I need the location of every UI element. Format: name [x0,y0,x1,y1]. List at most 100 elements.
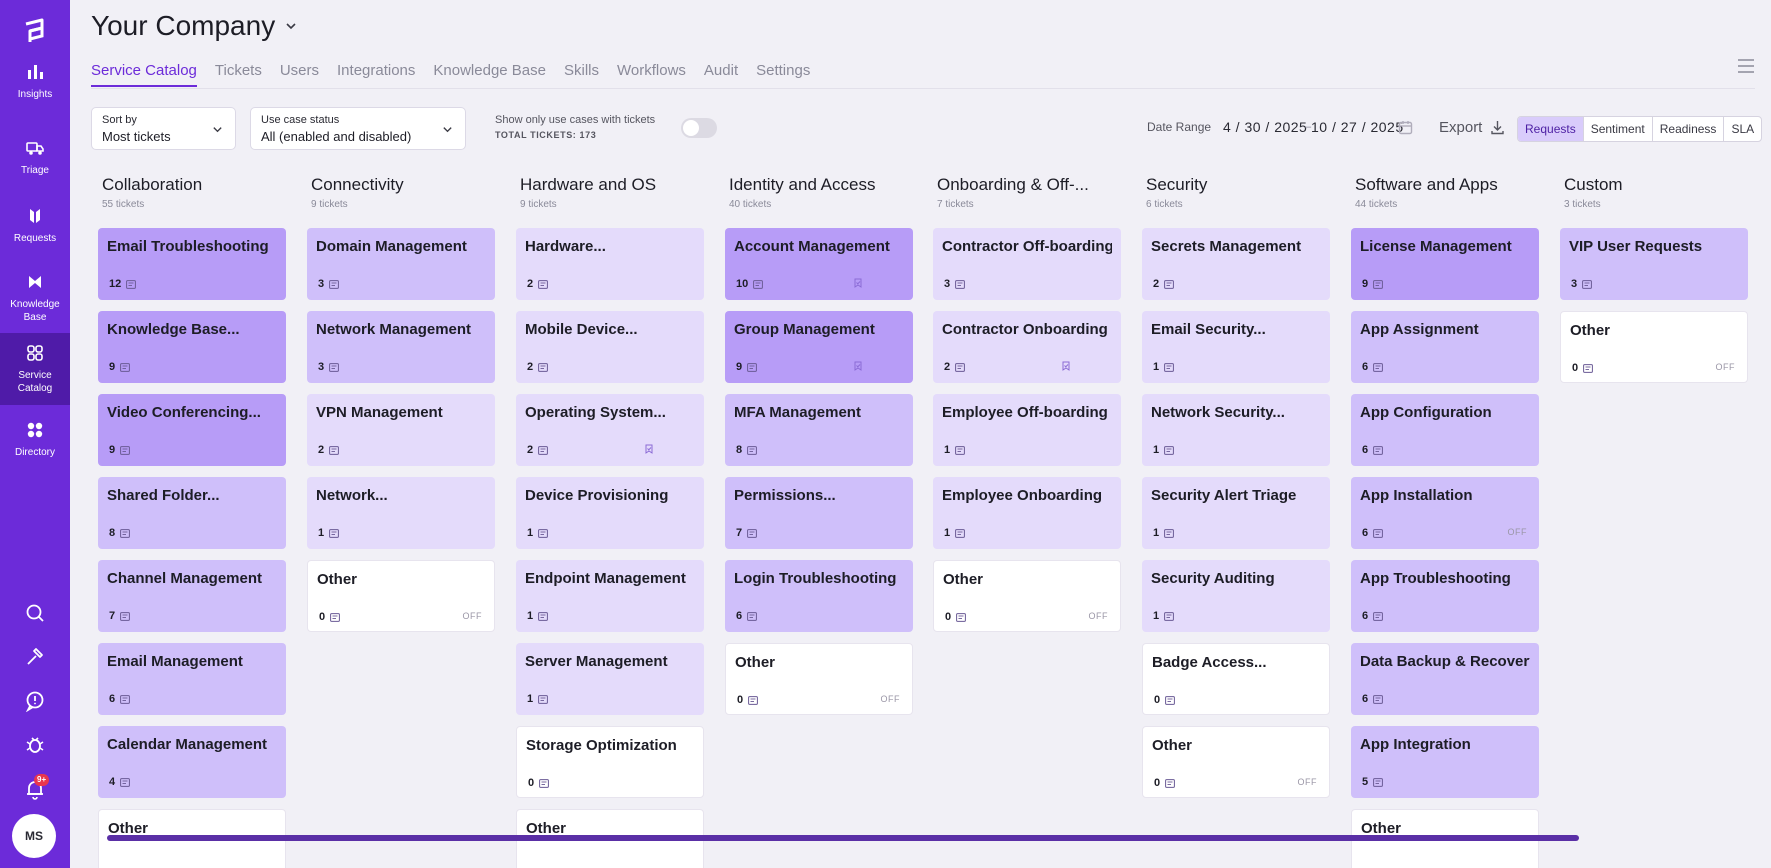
tab-service-catalog[interactable]: Service Catalog [91,62,197,87]
search-icon[interactable] [24,602,46,624]
ticket-count-value: 1 [527,693,534,705]
avatar[interactable]: MS [12,814,56,858]
use-case-card[interactable]: Contractor Onboarding 2 [933,311,1121,383]
sidebar: Insights Triage Requests Knowledge Base … [0,0,70,868]
company-selector[interactable]: Your Company [91,10,297,42]
date-separator: – [1305,121,1312,133]
export-button[interactable]: Export [1439,119,1505,136]
use-case-card[interactable]: Network... 1 [307,477,495,549]
use-case-card[interactable]: Video Conferencing... 9 [98,394,286,466]
sort-select[interactable]: Sort by Most tickets [91,107,236,150]
tab-skills[interactable]: Skills [564,62,600,79]
calendar-icon[interactable] [1398,120,1413,135]
tab-audit[interactable]: Audit [703,62,739,79]
use-case-card[interactable]: Login Troubleshooting 6 [725,560,913,632]
ticket-count-value: 1 [944,444,951,456]
tab-knowledge-base[interactable]: Knowledge Base [433,62,546,79]
menu-icon[interactable] [1737,58,1755,74]
use-case-card[interactable]: App Configuration 6 [1351,394,1539,466]
view-sla-button[interactable]: SLA [1723,117,1761,141]
use-case-card[interactable]: Device Provisioning 1 [516,477,704,549]
use-case-card[interactable]: Other 0 OFF [307,560,495,632]
card-ticket-count: 6 [1362,693,1384,705]
card-title: Email Security... [1151,321,1266,338]
use-case-card[interactable]: License Management 9 [1351,228,1539,300]
use-case-card[interactable]: Server Management 1 [516,643,704,715]
sidebar-item-service-catalog[interactable]: Service Catalog [0,333,70,405]
sidebar-item-insights[interactable]: Insights [0,62,70,101]
use-case-card[interactable]: App Integration 5 [1351,726,1539,798]
workflow-icon [1061,359,1071,371]
use-case-card[interactable]: Other 0 OFF [1142,726,1330,798]
sidebar-item-directory[interactable]: Directory [0,420,70,459]
use-case-card[interactable]: Email Security... 1 [1142,311,1330,383]
status-select[interactable]: Use case status All (enabled and disable… [250,107,466,150]
use-case-card[interactable]: Other 0 OFF [725,643,913,715]
chat-icon[interactable] [24,690,46,712]
use-case-card[interactable]: Permissions... 7 [725,477,913,549]
use-case-card[interactable]: Channel Management 7 [98,560,286,632]
use-case-card[interactable]: Employee Onboarding 1 [933,477,1121,549]
use-case-card[interactable]: Hardware... 2 [516,228,704,300]
use-case-card[interactable]: Other 0 OFF [1560,311,1748,383]
use-case-card[interactable]: VPN Management 2 [307,394,495,466]
card-title: Shared Folder... [107,487,220,504]
use-case-card[interactable]: Knowledge Base... 9 [98,311,286,383]
use-case-card[interactable]: Email Troubleshooting 12 [98,228,286,300]
view-readiness-button[interactable]: Readiness [1651,117,1724,141]
date-to-input[interactable]: 10 / 27 / 2025 [1311,119,1404,135]
card-ticket-count: 7 [736,527,758,539]
use-case-card[interactable]: Account Management 10 [725,228,913,300]
view-sentiment-button[interactable]: Sentiment [1582,117,1652,141]
sidebar-item-knowledge-base[interactable]: Knowledge Base [0,272,70,324]
use-case-card[interactable]: Secrets Management 2 [1142,228,1330,300]
ticket-icon [538,694,549,704]
use-case-card[interactable]: Email Management 6 [98,643,286,715]
use-case-card[interactable]: Network Security... 1 [1142,394,1330,466]
card-title: App Configuration [1360,404,1492,421]
logo-icon[interactable] [22,18,48,44]
use-case-card[interactable]: App Installation 6 OFF [1351,477,1539,549]
use-case-card[interactable]: Employee Off-boarding 1 [933,394,1121,466]
use-case-card[interactable]: Calendar Management 4 [98,726,286,798]
hammer-icon[interactable] [24,646,46,668]
sidebar-item-triage[interactable]: Triage [0,138,70,177]
use-case-card[interactable]: Network Management 3 [307,311,495,383]
use-case-card[interactable]: Badge Access... 0 [1142,643,1330,715]
use-case-card[interactable]: Contractor Off-boarding 3 [933,228,1121,300]
use-case-card[interactable]: Operating System... 2 [516,394,704,466]
card-ticket-count: 1 [944,527,966,539]
ticket-icon [120,777,131,787]
use-case-card[interactable]: Other 0 OFF [933,560,1121,632]
use-case-card[interactable]: Security Alert Triage 1 [1142,477,1330,549]
sidebar-item-requests[interactable]: Requests [0,206,70,245]
tab-workflows[interactable]: Workflows [617,62,686,79]
use-case-card[interactable]: App Troubleshooting 6 [1351,560,1539,632]
card-title: Group Management [734,321,875,338]
use-case-card[interactable]: Endpoint Management 1 [516,560,704,632]
tab-settings[interactable]: Settings [756,62,811,79]
use-case-card[interactable]: Security Auditing 1 [1142,560,1330,632]
use-case-card[interactable]: Group Management 9 [725,311,913,383]
card-title: Domain Management [316,238,467,255]
card-ticket-count: 12 [109,278,137,290]
use-case-card[interactable]: Shared Folder... 8 [98,477,286,549]
horizontal-scrollbar[interactable] [107,835,1579,841]
sidebar-item-label: Directory [14,447,55,458]
use-case-card[interactable]: Mobile Device... 2 [516,311,704,383]
use-case-card[interactable]: Domain Management 3 [307,228,495,300]
bug-icon[interactable] [24,734,46,756]
view-requests-button[interactable]: Requests [1518,117,1583,141]
use-case-card[interactable]: MFA Management 8 [725,394,913,466]
column-ticket-count: 9 tickets [311,199,348,210]
ticket-icon [1373,362,1384,372]
tab-tickets[interactable]: Tickets [214,62,262,79]
use-case-card[interactable]: Storage Optimization 0 [516,726,704,798]
use-case-card[interactable]: Data Backup & Recovery 6 [1351,643,1539,715]
tickets-only-toggle[interactable] [681,118,717,138]
tab-integrations[interactable]: Integrations [337,62,416,79]
date-from-input[interactable]: 4 / 30 / 2025 [1223,119,1308,135]
use-case-card[interactable]: App Assignment 6 [1351,311,1539,383]
use-case-card[interactable]: VIP User Requests 3 [1560,228,1748,300]
tab-users[interactable]: Users [279,62,320,79]
